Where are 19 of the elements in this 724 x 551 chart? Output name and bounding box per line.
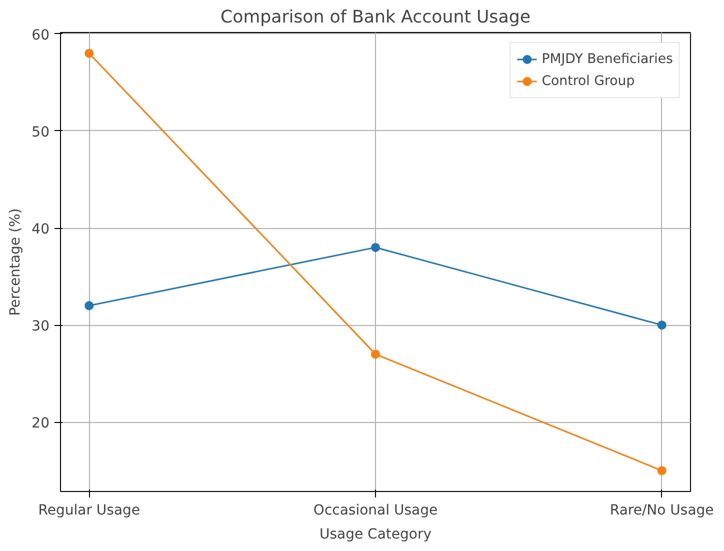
y-tick-label: 60 [32, 27, 50, 44]
point [84, 301, 94, 310]
point [371, 350, 380, 359]
y-tick-label: 50 [32, 124, 50, 140]
y-tick-label: 40 [32, 222, 50, 238]
point [657, 320, 666, 330]
legend-label: PMJDY Beneficiaries [542, 52, 673, 66]
point [84, 48, 94, 58]
y-tick-label: 30 [32, 318, 50, 335]
x-axis-title: Usage Category [319, 526, 432, 542]
point [371, 242, 380, 252]
chart-title: Comparison of Bank Account Usage [220, 8, 530, 28]
x-tick-label: Regular Usage [38, 502, 140, 518]
x-tick-label: Occasional Usage [313, 502, 438, 518]
y-axis-title: Percentage (%) [8, 208, 24, 316]
y-tick-label: 20 [32, 416, 50, 432]
point [657, 466, 666, 476]
x-tick-label: Rare/No Usage [610, 502, 714, 518]
legend-label: Control Group [542, 74, 635, 88]
